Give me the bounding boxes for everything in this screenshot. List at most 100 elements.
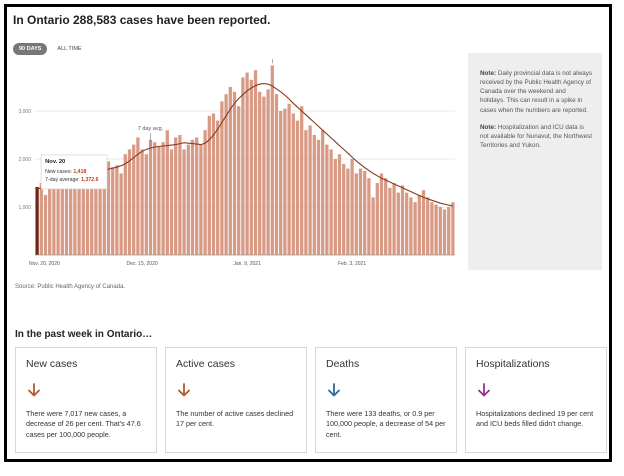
arrow-down-icon [178,383,190,397]
chart-bar [274,94,279,255]
chart-bar [132,144,136,255]
chart-bar [350,159,354,255]
chart-bar [52,178,56,255]
y-tick-label: 3,000 [18,109,31,115]
chart-bar [442,209,447,255]
chart-bar [333,159,337,255]
chart-bar [56,183,60,255]
chart-bar [207,115,211,255]
chart-bar [262,96,266,255]
chart-bar [329,149,333,255]
chart-bar [392,183,396,255]
chart-bar [190,139,195,255]
chart-bar [94,163,98,255]
chart-bar [157,147,161,255]
chart-bar [291,113,295,256]
chart-bar [127,149,132,255]
chart-bar [199,144,203,255]
chart-bar [85,173,90,255]
chart-bar [90,169,94,255]
tooltip-row-label: New cases: [45,169,73,175]
tooltip-row-value: 1,418 [73,169,86,175]
chart-bar [287,103,291,255]
chart-bar [211,113,216,256]
chart-bar [367,178,371,255]
chart-axes: 1,000 2,000 3,000 Nov. 20, 2020 Dec. 15, 202… [18,109,455,267]
chart-bar [375,183,379,255]
arrow-down-path [328,383,340,397]
summary-cards: New cases There were 7,017 new cases, a … [15,347,607,453]
chart-bar [249,79,253,255]
chart-bar [161,142,165,255]
chart-bar [438,207,442,255]
screenshot-frame: In Ontario 288,583 cases have been repor… [4,4,612,462]
chart-bar [35,186,39,255]
time-range-toggle: 90 DAYS ALL TIME [13,43,88,55]
chart-bar [140,149,144,255]
chart-bar [98,166,102,255]
arrow-down-icon [328,383,340,397]
chart-bar [325,144,329,255]
chart-bar [270,65,274,256]
chart-bar [447,207,451,255]
card-title: Deaths [326,358,360,370]
chart-bar [426,197,430,255]
card-hospitalizations: Hospitalizations Hospitalizations declin… [465,347,607,453]
chart-bar [342,163,346,255]
chart-bar [405,192,409,255]
chart-bar [384,178,388,255]
chart-bar [434,204,438,255]
x-tick-label: Jan. 9, 2021 [233,261,261,267]
summary-title: In the past week in Ontario… [15,329,153,340]
toggle-90-days[interactable]: 90 DAYS [13,43,48,55]
chart-bar [77,159,81,255]
chart-tooltip: Nov. 20 New cases: 1,418 7-day average: 1,… [40,154,108,190]
tooltip-box [40,154,108,190]
chart-bar [136,137,140,255]
note-daily-data: Note: Daily provincial data is not alway… [480,70,592,114]
chart-bar [48,185,52,255]
notes-panel: Note: Daily provincial data is not alway… [468,53,602,270]
toggle-all-time[interactable]: ALL TIME [57,46,82,52]
tooltip-row: 7-day average: 1,372.6 [45,177,98,183]
source-note: Source: Public Health Agency of Canada. [15,284,126,290]
arrow-down-path [28,383,40,397]
chart-bar [69,173,73,255]
card-new-cases: New cases There were 7,017 new cases, a … [15,347,157,453]
chart-bar [295,120,300,255]
chart-bar [358,168,363,255]
tooltip-row-label: 7-day average: [45,177,81,183]
chart-bar [165,130,169,255]
chart-bar [388,187,392,255]
chart-bar [111,167,115,255]
card-title: Hospitalizations [476,358,550,370]
chart-bar [253,70,258,255]
chart-bar [195,137,199,255]
chart-bar [144,154,148,255]
chart-bar [203,130,207,255]
chart-bar [39,183,43,255]
card-text: There were 133 deaths, or 0.9 per 100,00… [326,409,446,439]
chart-bar [123,154,127,255]
chart-bar [182,149,186,255]
chart-bar [430,202,434,255]
chart-bar [216,120,220,255]
chart-bar [413,202,417,255]
chart-bar [245,72,249,255]
x-tick-label: Nov. 20, 2020 [29,261,60,267]
chart-bar [102,171,106,255]
chart-bar [228,87,232,255]
tooltip-row: New cases: 1,418 [45,169,86,175]
chart-bar [283,108,287,255]
card-text: Hospitalizations declined 19 per cent an… [476,409,594,429]
note-hospitalization: Note: Hospitalization and ICU data is no… [480,123,593,149]
chart-bar [451,202,455,255]
page-title: In Ontario 288,583 cases have been repor… [13,13,271,27]
chart-bar [279,111,283,255]
chart-bar [64,175,69,255]
x-tick-label: Feb. 3, 2021 [338,261,366,267]
chart-bar [153,142,157,255]
chart-bar [169,149,174,255]
card-text: The number of active cases declined 17 p… [176,409,294,429]
card-active-cases: Active cases The number of active cases … [165,347,307,453]
